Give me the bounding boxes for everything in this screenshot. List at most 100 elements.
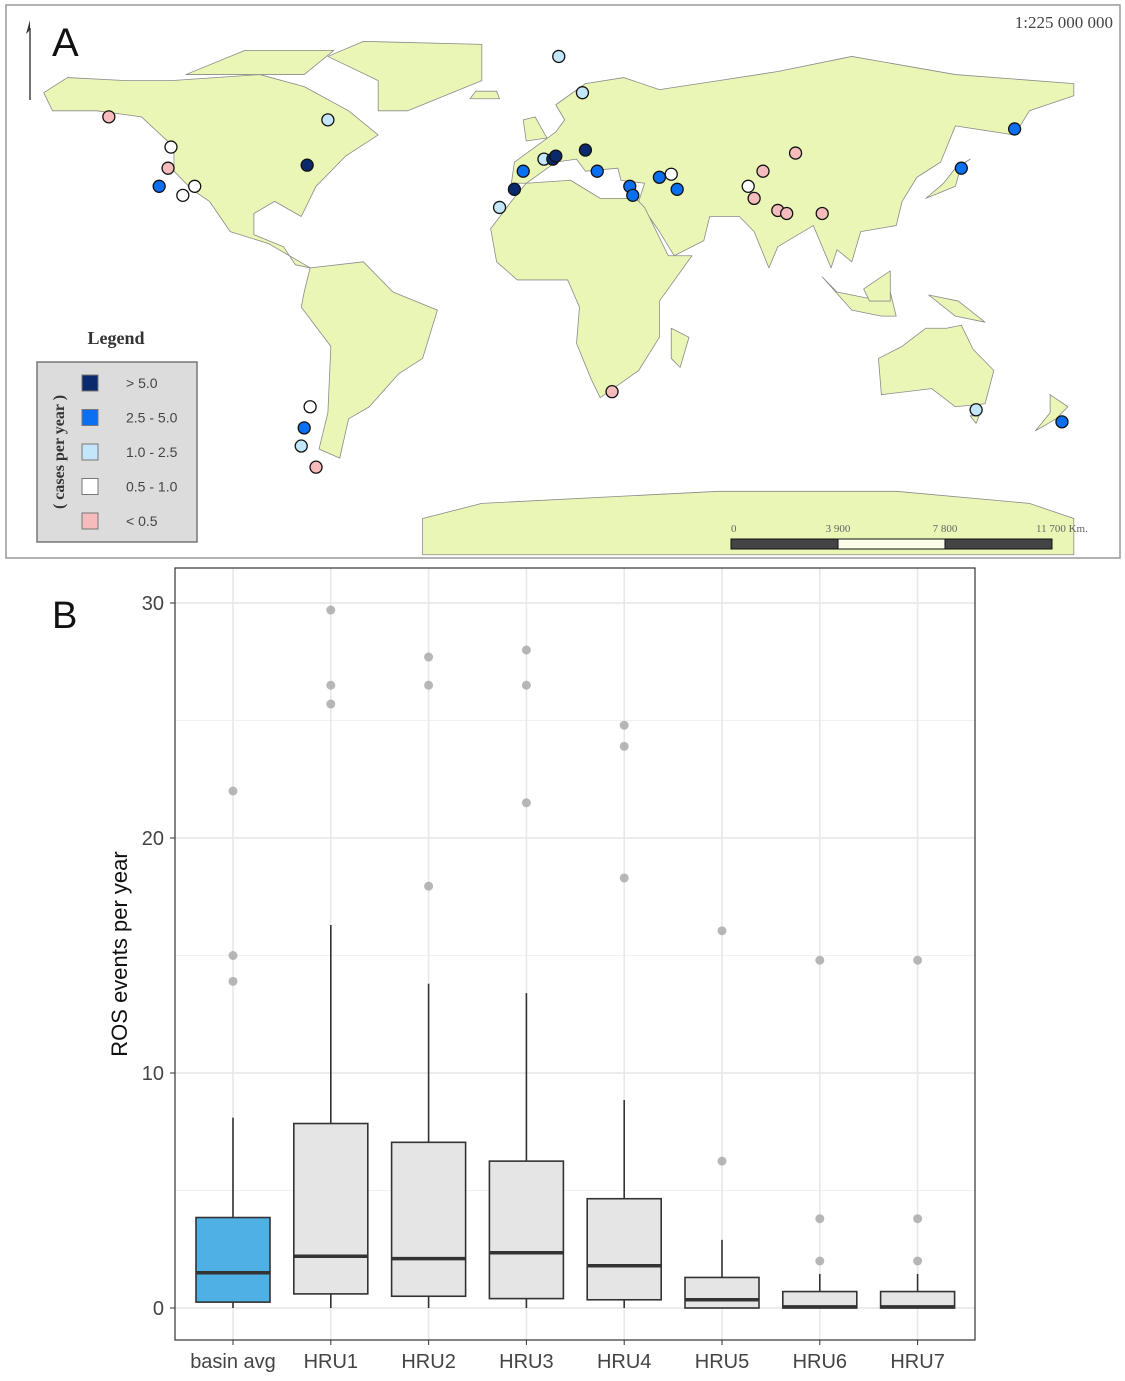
map-point (552, 49, 566, 64)
box-HRU6 (781, 955, 858, 1309)
x-tick-label: HRU1 (304, 1351, 358, 1373)
box-HRU1 (292, 605, 369, 1308)
land-new-guinea (928, 294, 986, 323)
legend-swatch (81, 512, 99, 530)
map-point (303, 400, 317, 414)
outlier-point (326, 699, 336, 709)
land-iceland (469, 90, 500, 100)
outlier-point (228, 976, 238, 986)
map-legend: ( cases per year ) > 5.0 2.5 - 5.0 1.0 - 2… (36, 361, 198, 543)
y-tick-label: 20 (142, 828, 164, 850)
map-point (747, 191, 761, 206)
world-map-panel: A 1:225 000 000 Legend ( cases per year … (5, 4, 1121, 559)
map-point (780, 206, 794, 221)
land-australia (878, 324, 995, 408)
outlier-point (717, 926, 727, 936)
outlier-point (913, 955, 923, 965)
map-point (626, 188, 640, 203)
outlier-point (619, 720, 629, 730)
scale-tick-0: 0 (731, 523, 737, 535)
legend-label: 1.0 - 2.5 (126, 444, 178, 460)
map-point (507, 182, 522, 196)
legend-swatch (81, 409, 99, 426)
y-axis-label: ROS events per year (107, 851, 132, 1056)
map-point (1007, 122, 1022, 136)
map-point (102, 110, 116, 124)
land-eurasia (510, 56, 1075, 269)
outlier-point (913, 1256, 923, 1266)
outlier-point (424, 680, 434, 690)
x-tick-label: HRU4 (597, 1351, 651, 1373)
x-tick-label: basin avg (190, 1351, 276, 1373)
map-point (969, 403, 983, 417)
box-HRU7 (879, 955, 956, 1309)
outlier-point (815, 1214, 825, 1224)
x-tick-label: HRU5 (695, 1351, 749, 1373)
outlier-point (717, 1156, 727, 1166)
outlier-point (424, 652, 434, 662)
y-tick-label: 0 (153, 1298, 164, 1320)
map-point (297, 421, 311, 435)
outlier-point (521, 798, 531, 808)
box-HRU2 (390, 652, 467, 1308)
land-africa (490, 179, 693, 399)
legend-swatch (81, 374, 99, 392)
legend-axis-label: ( cases per year ) (51, 395, 68, 509)
legend-title: Legend (87, 328, 144, 348)
land-borneo (863, 270, 891, 302)
box-iqr (488, 1160, 565, 1300)
legend-label: > 5.0 (126, 375, 158, 391)
map-point (294, 439, 308, 453)
north-arrow-icon (26, 20, 31, 100)
y-tick-label: 30 (142, 593, 164, 615)
map-point (176, 188, 190, 203)
box-iqr (292, 1122, 369, 1295)
y-tick-label: 10 (142, 1063, 164, 1085)
legend-swatch (81, 478, 99, 495)
land-arctic-islands (185, 50, 335, 75)
boxes (195, 605, 956, 1309)
x-tick-label: HRU2 (401, 1351, 455, 1373)
box-iqr (390, 1141, 467, 1298)
map-point (309, 460, 323, 474)
map-point (321, 113, 335, 127)
x-tick-label: HRU3 (499, 1351, 553, 1373)
land-greenland (327, 40, 483, 112)
outlier-point (815, 955, 825, 965)
map-point (590, 164, 604, 178)
map-point (188, 179, 202, 193)
map-point (815, 206, 829, 221)
map-point (516, 164, 530, 178)
plot-frame (174, 567, 976, 1341)
outlier-point (424, 881, 434, 891)
box-HRU5 (684, 926, 760, 1309)
panel-label-a: A (52, 21, 79, 65)
y-axis-ticks: 0 10 20 30 (142, 593, 175, 1320)
boxplot-panel: B ROS events per year 0 10 20 30 basin avg H… (52, 567, 976, 1373)
outlier-point (326, 605, 336, 615)
map-point (164, 140, 178, 154)
outlier-point (815, 1256, 825, 1266)
land-new-zealand (1034, 394, 1069, 432)
scale-tick-1: 3 900 (826, 523, 851, 535)
outlier-point (228, 951, 238, 960)
x-tick-label: HRU6 (793, 1351, 847, 1373)
outlier-point (521, 645, 531, 655)
map-point (300, 158, 314, 172)
map-point (756, 164, 770, 178)
x-tick-label: HRU7 (890, 1351, 944, 1373)
box-iqr (195, 1216, 271, 1303)
outlier-point (521, 680, 531, 690)
map-scale-ratio: 1:225 000 000 (1015, 13, 1113, 32)
map-point (670, 182, 684, 196)
map-point (578, 143, 593, 157)
outlier-point (326, 680, 336, 690)
map-point (664, 167, 678, 181)
land-sumatra-java (821, 276, 897, 317)
box-HRU4 (586, 720, 663, 1308)
outlier-point (228, 786, 238, 796)
map-point (152, 179, 166, 193)
box-basin-avg (195, 786, 271, 1308)
outlier-point (619, 741, 629, 751)
